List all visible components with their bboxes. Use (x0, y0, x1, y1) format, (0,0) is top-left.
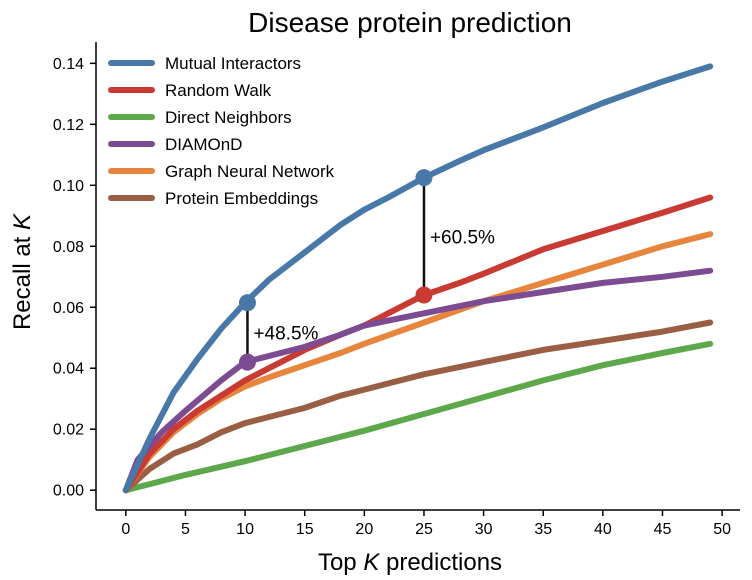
series-line-3 (122, 267, 714, 494)
legend-label: Mutual Interactors (165, 54, 301, 73)
series-line-5 (122, 319, 714, 494)
annotation-label: +60.5% (430, 227, 495, 248)
annotation-marker-top (238, 294, 256, 312)
x-tick-label: 25 (415, 521, 433, 538)
y-tick-label: 0.14 (53, 56, 84, 73)
y-tick-label: 0.12 (53, 117, 84, 134)
x-tick-label: 50 (713, 521, 731, 538)
axes: 0 5 10 15 20 25 30 35 40 45 50 0.00 0.02 0.04 0.06 0.08… (53, 42, 740, 538)
x-tick-label: 0 (121, 521, 130, 538)
annotation-label: +48.5% (253, 323, 318, 344)
series-layer (122, 63, 714, 494)
y-axis-title: Recall at K (9, 213, 36, 330)
y-tick-label: 0.10 (53, 178, 84, 195)
x-tick-label: 35 (534, 521, 552, 538)
y-tick-label: 0.06 (53, 300, 84, 317)
chart-title: Disease protein prediction (248, 7, 572, 38)
legend-label: Graph Neural Network (165, 162, 335, 181)
x-tick-label: 40 (594, 521, 612, 538)
series-line-0 (122, 63, 714, 494)
series-line-2 (122, 340, 714, 494)
y-tick-label: 0.08 (53, 239, 84, 256)
legend-label: Random Walk (165, 81, 272, 100)
y-tick-label: 0.04 (53, 361, 84, 378)
x-tick-label: 45 (654, 521, 672, 538)
legend-label: DIAMOnD (165, 135, 242, 154)
x-tick-label: 5 (181, 521, 190, 538)
y-tick-label: 0.00 (53, 483, 84, 500)
x-tick-label: 10 (236, 521, 254, 538)
legend-label: Protein Embeddings (165, 189, 318, 208)
annotation-marker-top (415, 169, 433, 187)
annotation-layer: +48.5% +60.5% (238, 169, 495, 371)
annotation-marker-bottom (238, 353, 256, 371)
series-line-1 (122, 194, 714, 494)
legend-label: Direct Neighbors (165, 108, 292, 127)
x-tick-label: 30 (475, 521, 493, 538)
legend: Mutual Interactors Random Walk Direct Neig… (108, 54, 335, 208)
x-tick-label: 20 (355, 521, 373, 538)
x-tick-label: 15 (296, 521, 314, 538)
y-tick-label: 0.02 (53, 422, 84, 439)
annotation-marker-bottom (415, 286, 433, 304)
x-axis-title: Top K predictions (318, 549, 502, 576)
